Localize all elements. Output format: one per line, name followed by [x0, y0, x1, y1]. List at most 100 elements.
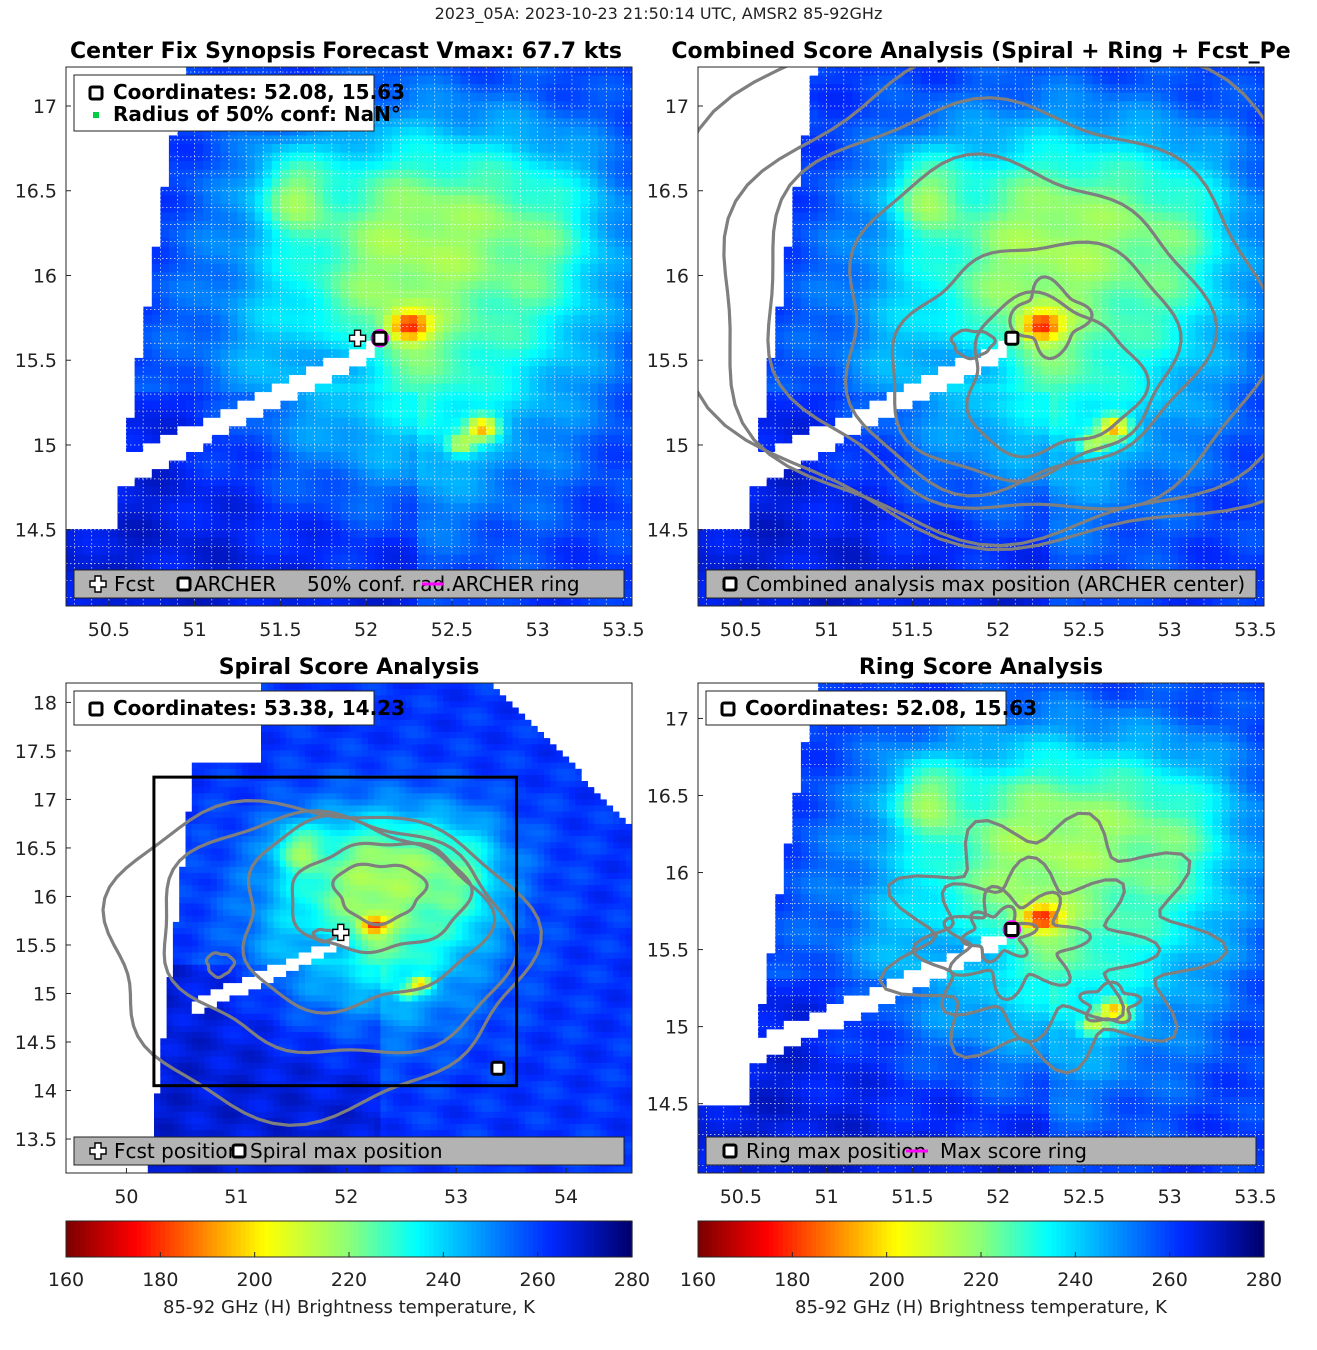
heat-cell — [263, 135, 273, 145]
heat-cell — [391, 246, 402, 256]
heat-cell — [117, 452, 127, 462]
heat-cell — [554, 178, 564, 188]
heat-cell — [203, 366, 213, 376]
heat-cell — [572, 529, 582, 539]
heat-cell — [297, 212, 307, 222]
heat-cell — [160, 332, 170, 342]
heat-cell — [331, 212, 341, 222]
heat-cell — [228, 315, 239, 325]
heat-cell — [732, 186, 742, 196]
heat-cell — [177, 238, 187, 248]
heat-cell — [494, 486, 504, 496]
heat-cell — [732, 169, 742, 179]
heat-cell — [443, 340, 453, 350]
heat-cell — [91, 400, 101, 410]
heat-cell — [529, 92, 539, 102]
heat-cell — [606, 443, 616, 453]
heat-cell — [589, 238, 599, 248]
heat-cell — [254, 178, 264, 188]
heat-cell — [572, 409, 582, 419]
heat-cell — [758, 503, 768, 513]
heat-cell — [100, 434, 110, 445]
heat-cell — [314, 529, 324, 539]
heat-cell — [117, 366, 127, 376]
heat-cell — [186, 417, 196, 427]
heat-cell — [537, 460, 547, 470]
heat-cell — [460, 238, 470, 248]
heat-cell — [443, 563, 453, 573]
heat-cell — [434, 597, 444, 606]
heat-cell — [749, 597, 759, 606]
heat-cell — [100, 520, 110, 530]
heat-cell — [366, 494, 376, 504]
heat-cell — [228, 511, 239, 522]
heat-cell — [177, 340, 187, 350]
heat-cell — [494, 434, 504, 445]
heat-cell — [417, 289, 427, 299]
heat-cell — [400, 126, 410, 137]
heat-cell — [66, 306, 76, 316]
heat-cell — [537, 383, 547, 393]
heat-cell — [546, 186, 556, 196]
heat-cell — [740, 546, 751, 556]
heat-cell — [374, 375, 384, 385]
heat-cell — [126, 255, 136, 265]
heat-cell — [168, 409, 179, 419]
heat-cell — [537, 426, 547, 436]
heat-cell — [340, 597, 350, 606]
heat-cell — [220, 229, 230, 239]
heat-cell — [134, 546, 144, 556]
heat-cell — [108, 238, 119, 248]
heat-cell — [306, 340, 316, 350]
heat-cell — [211, 306, 221, 316]
heat-cell — [374, 546, 384, 556]
heat-cell — [220, 409, 230, 419]
heat-cell — [580, 298, 590, 308]
heat-cell — [783, 597, 793, 606]
heat-cell — [280, 383, 290, 393]
heat-cell — [614, 563, 624, 573]
heat-cell — [160, 349, 170, 359]
heat-cell — [546, 332, 556, 342]
heat-cell — [766, 494, 776, 504]
heat-cell — [783, 563, 793, 573]
heat-cell — [383, 101, 393, 111]
heat-cell — [271, 144, 281, 154]
heat-cell — [775, 417, 785, 427]
heat-cell — [732, 529, 742, 539]
heat-cell — [792, 135, 802, 145]
heat-cell — [460, 443, 470, 453]
heat-cell — [434, 434, 444, 445]
heat-cell — [151, 306, 161, 316]
heat-cell — [391, 477, 402, 487]
heat-cell — [391, 67, 402, 77]
heat-cell — [297, 306, 307, 316]
heat-cell — [203, 494, 213, 504]
heat-cell — [100, 383, 110, 393]
heat-cell — [740, 229, 751, 239]
heat-cell — [706, 323, 716, 333]
heat-cell — [409, 520, 419, 530]
heat-cell — [589, 434, 599, 445]
heat-cell — [766, 109, 776, 119]
heat-cell — [783, 315, 793, 325]
heat-cell — [597, 511, 607, 522]
heat-cell — [460, 109, 470, 119]
heat-cell — [263, 452, 273, 462]
heat-cell — [91, 520, 101, 530]
heat-cell — [494, 332, 504, 342]
heat-cell — [289, 537, 299, 547]
heat-cell — [511, 212, 522, 222]
heat-cell — [758, 323, 768, 333]
heat-cell — [469, 135, 479, 145]
heat-cell — [715, 443, 725, 453]
heat-cell — [100, 212, 110, 222]
heat-cell — [151, 597, 161, 606]
heat-cell — [254, 494, 264, 504]
heat-cell — [366, 443, 376, 453]
heat-cell — [108, 469, 119, 479]
heat-cell — [486, 186, 496, 196]
heat-cell — [66, 588, 76, 599]
heat-cell — [66, 323, 76, 333]
heat-cell — [400, 238, 410, 248]
